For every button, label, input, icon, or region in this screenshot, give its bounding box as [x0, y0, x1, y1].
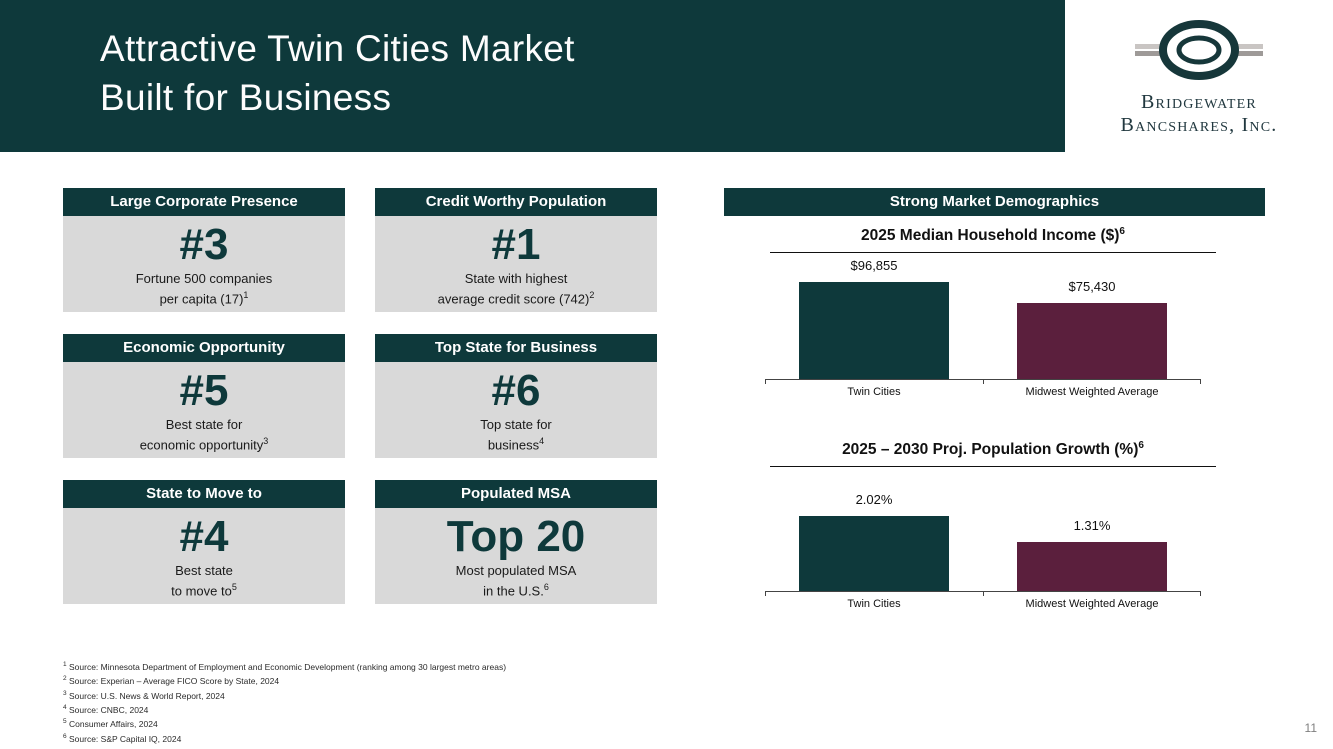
bar-value-label: 2.02% [855, 492, 893, 507]
population-growth-chart-title: 2025 – 2030 Proj. Population Growth (%)6 [770, 440, 1216, 468]
bridgewater-logo-icon [1133, 19, 1265, 89]
card-header: Large Corporate Presence [63, 188, 345, 216]
income-chart-title: 2025 Median Household Income ($)6 [770, 226, 1216, 254]
slide-title-line1: Attractive Twin Cities Market [100, 28, 575, 69]
stat-cards-grid: Large Corporate Presence #3 Fortune 500 … [63, 188, 657, 604]
footnotes: 1 Source: Minnesota Department of Employ… [63, 659, 506, 745]
card-body: #4 Best state to move to5 [63, 508, 345, 604]
income-chart-categories: Twin Cities Midwest Weighted Average [765, 386, 1201, 398]
stat-card-economic-opportunity: Economic Opportunity #5 Best state for e… [63, 334, 345, 458]
stat-card-state-to-move-to: State to Move to #4 Best state to move t… [63, 480, 345, 604]
footnote: 6 Source: S&P Capital IQ, 2024 [63, 732, 182, 744]
company-logo: Bridgewater Bancshares, Inc. [1065, 0, 1333, 152]
bar-group-twin-cities: $96,855 [765, 258, 983, 379]
bar-group-twin-cities: 2.02% [765, 492, 983, 591]
bar-group-midwest: 1.31% [983, 518, 1201, 591]
card-header: Credit Worthy Population [375, 188, 657, 216]
footnote: 2 Source: Experian – Average FICO Score … [63, 675, 280, 687]
card-stat: #1 [491, 220, 541, 269]
card-header: Economic Opportunity [63, 334, 345, 362]
bar-group-midwest: $75,430 [983, 279, 1201, 379]
bar-twin-cities [799, 516, 949, 591]
card-body: #1 State with highest average credit sco… [375, 216, 657, 312]
card-stat: #5 [179, 366, 229, 415]
card-body: Top 20 Most populated MSA in the U.S.6 [375, 508, 657, 604]
footnote-ref: 5 [231, 582, 237, 592]
logo-wordmark: Bridgewater Bancshares, Inc. [1121, 91, 1278, 137]
population-growth-chart-categories: Twin Cities Midwest Weighted Average [765, 598, 1201, 610]
category-label: Twin Cities [847, 386, 901, 398]
population-growth-chart-plot: 2.02% 1.31% [765, 467, 1201, 596]
bar-value-label: 1.31% [1073, 518, 1111, 533]
card-caption: State with highest average credit score … [437, 271, 595, 307]
page-number: 11 [1304, 721, 1317, 735]
footnote-ref: 3 [263, 436, 269, 446]
footnote-ref: 6 [1138, 440, 1144, 451]
category-label: Midwest Weighted Average [1025, 598, 1159, 610]
stat-card-credit-worthy: Credit Worthy Population #1 State with h… [375, 188, 657, 312]
axis-tick [1200, 591, 1201, 596]
bar-midwest [1017, 542, 1167, 591]
bar-twin-cities [799, 282, 949, 379]
card-caption: Best state to move to5 [171, 563, 237, 599]
footnote: 5 Consumer Affairs, 2024 [63, 718, 158, 730]
card-stat: #4 [179, 512, 229, 561]
card-header: State to Move to [63, 480, 345, 508]
card-stat: #6 [491, 366, 541, 415]
card-body: #5 Best state for economic opportunity3 [63, 362, 345, 458]
axis-tick [983, 379, 984, 384]
axis-tick [1200, 379, 1201, 384]
axis-tick [765, 591, 766, 596]
footnote-ref: 1 [243, 290, 249, 300]
slide-title-line2: Built for Business [100, 77, 392, 118]
logo-wordmark-line2: Bancshares, Inc. [1120, 113, 1278, 136]
category-label: Twin Cities [847, 598, 901, 610]
stat-card-populated-msa: Populated MSA Top 20 Most populated MSA … [375, 480, 657, 604]
stat-card-corporate-presence: Large Corporate Presence #3 Fortune 500 … [63, 188, 345, 312]
income-chart-plot: $96,855 $75,430 [765, 255, 1201, 384]
logo-wordmark-line1: Bridgewater [1141, 90, 1257, 113]
bar-value-label: $75,430 [1068, 279, 1116, 294]
card-caption: Top state for business4 [480, 417, 552, 453]
footnote: 4 Source: CNBC, 2024 [63, 703, 149, 715]
footnote-ref: 6 [1119, 226, 1125, 237]
card-stat: Top 20 [446, 512, 586, 561]
card-body: #3 Fortune 500 companies per capita (17)… [63, 216, 345, 312]
card-body: #6 Top state for business4 [375, 362, 657, 458]
bar-midwest [1017, 303, 1167, 379]
card-caption: Fortune 500 companies per capita (17)1 [135, 271, 273, 307]
bar-value-label: $96,855 [850, 258, 898, 273]
demographics-section-header: Strong Market Demographics [724, 188, 1265, 216]
footnote-ref: 6 [543, 582, 549, 592]
card-caption: Most populated MSA in the U.S.6 [455, 563, 577, 599]
footnote-ref: 4 [539, 436, 545, 446]
axis-tick [765, 379, 766, 384]
stat-card-top-state-business: Top State for Business #6 Top state for … [375, 334, 657, 458]
footnote: 1 Source: Minnesota Department of Employ… [63, 661, 507, 672]
axis-tick [983, 591, 984, 596]
header-band: Attractive Twin Cities Market Built for … [0, 0, 1333, 152]
card-caption: Best state for economic opportunity3 [139, 417, 269, 453]
card-header: Populated MSA [375, 480, 657, 508]
card-header: Top State for Business [375, 334, 657, 362]
footnote-ref: 2 [589, 290, 595, 300]
slide-title: Attractive Twin Cities Market Built for … [100, 24, 575, 122]
card-stat: #3 [179, 220, 229, 269]
footnote: 3 Source: U.S. News & World Report, 2024 [63, 689, 225, 701]
category-label: Midwest Weighted Average [1025, 386, 1159, 398]
